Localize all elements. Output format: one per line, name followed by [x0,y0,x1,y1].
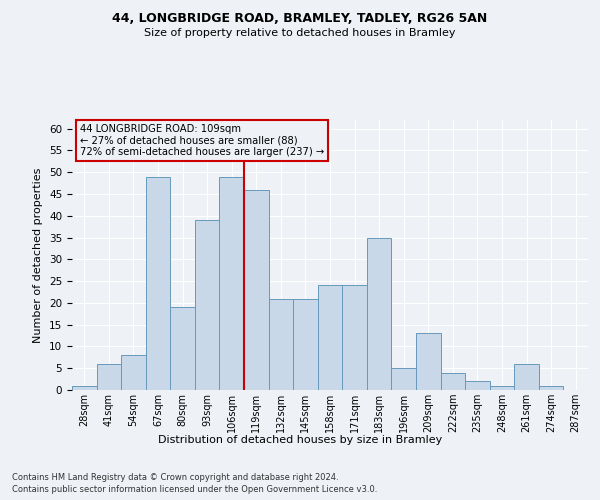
Bar [146,176,170,390]
Bar [490,386,514,390]
Bar [72,386,97,390]
Bar [318,286,342,390]
Bar [195,220,220,390]
Text: Contains HM Land Registry data © Crown copyright and database right 2024.: Contains HM Land Registry data © Crown c… [12,472,338,482]
Text: 44 LONGBRIDGE ROAD: 109sqm
← 27% of detached houses are smaller (88)
72% of semi: 44 LONGBRIDGE ROAD: 109sqm ← 27% of deta… [80,124,324,157]
Bar [440,372,465,390]
Bar [391,368,416,390]
Bar [269,298,293,390]
Bar [97,364,121,390]
Bar [293,298,318,390]
Bar [367,238,391,390]
Text: Distribution of detached houses by size in Bramley: Distribution of detached houses by size … [158,435,442,445]
Bar [170,308,195,390]
Bar [244,190,269,390]
Bar [342,286,367,390]
Y-axis label: Number of detached properties: Number of detached properties [34,168,43,342]
Bar [514,364,539,390]
Bar [465,382,490,390]
Bar [416,334,440,390]
Bar [121,355,146,390]
Text: 44, LONGBRIDGE ROAD, BRAMLEY, TADLEY, RG26 5AN: 44, LONGBRIDGE ROAD, BRAMLEY, TADLEY, RG… [112,12,488,26]
Bar [539,386,563,390]
Text: Size of property relative to detached houses in Bramley: Size of property relative to detached ho… [144,28,456,38]
Bar [220,176,244,390]
Text: Contains public sector information licensed under the Open Government Licence v3: Contains public sector information licen… [12,485,377,494]
